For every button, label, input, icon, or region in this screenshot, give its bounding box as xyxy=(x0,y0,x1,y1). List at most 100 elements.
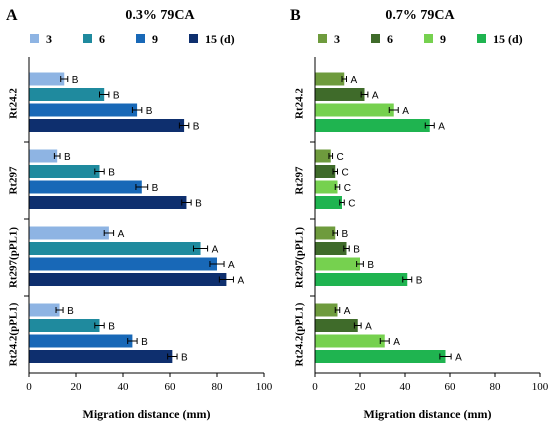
error-bar xyxy=(131,107,143,113)
x-tick-label: 0 xyxy=(26,381,32,393)
error-bar xyxy=(343,245,350,252)
x-tick-label: 0 xyxy=(312,381,318,393)
legend: 3 6 9 15 (d) xyxy=(318,32,523,46)
significance-label: C xyxy=(344,183,351,194)
significance-label: A xyxy=(372,91,379,102)
error-bar xyxy=(388,107,399,113)
bar xyxy=(29,119,185,132)
panel-letter: B xyxy=(290,7,301,24)
bar xyxy=(315,196,342,209)
legend-label: 15 (d) xyxy=(205,32,235,46)
x-tick-label: 100 xyxy=(256,381,273,393)
significance-label: A xyxy=(365,322,372,333)
category-label: Rt24.2 xyxy=(294,88,306,119)
bar xyxy=(29,334,133,348)
significance-label: B xyxy=(152,183,159,194)
error-bar xyxy=(334,307,341,313)
significance-label: B xyxy=(141,337,148,348)
significance-label: C xyxy=(348,199,355,210)
error-bar xyxy=(218,276,234,283)
category-group: Rt24.2(pPL1) A A A A xyxy=(294,295,462,366)
significance-label: A xyxy=(212,245,219,256)
significance-label: A xyxy=(393,337,400,348)
legend-label: 6 xyxy=(99,32,105,46)
category-group: Rt24.2(pPL1) B B B B xyxy=(8,295,188,366)
legend-swatch xyxy=(477,34,486,43)
significance-label: C xyxy=(337,152,344,163)
category-group: Rt24.2 B B B B xyxy=(8,72,200,133)
legend-swatch xyxy=(30,34,39,43)
significance-label: B xyxy=(113,91,120,102)
legend-swatch xyxy=(136,34,145,43)
bar xyxy=(315,149,331,163)
error-bar xyxy=(60,76,69,82)
significance-label: B xyxy=(72,75,79,86)
error-bar xyxy=(103,230,115,236)
bar xyxy=(315,303,338,317)
significance-label: A xyxy=(402,106,409,117)
legend-label: 9 xyxy=(152,32,158,46)
bar xyxy=(29,165,100,178)
bar xyxy=(29,72,65,86)
bar xyxy=(315,319,358,332)
bar xyxy=(315,88,365,101)
legend-label: 6 xyxy=(387,32,393,46)
error-bar xyxy=(379,338,390,344)
bar xyxy=(315,103,394,117)
error-bar xyxy=(94,168,105,175)
x-axis-label: Migration distance (mm) xyxy=(364,407,492,421)
x-ticks: 0 20 40 60 80 100 xyxy=(26,373,273,393)
bar xyxy=(29,180,142,194)
significance-label: B xyxy=(195,199,202,210)
significance-label: A xyxy=(237,276,244,287)
error-bar xyxy=(94,322,105,329)
x-tick-label: 20 xyxy=(355,381,367,393)
bar xyxy=(315,273,408,286)
bar xyxy=(29,273,227,286)
bar xyxy=(315,334,385,348)
panel-title: 0.7% 79CA xyxy=(385,8,455,23)
bar xyxy=(315,119,430,132)
x-tick-label: 100 xyxy=(532,381,549,393)
bar xyxy=(29,257,217,271)
legend-label: 3 xyxy=(46,32,52,46)
bar xyxy=(29,242,201,255)
bar xyxy=(29,196,187,209)
significance-label: A xyxy=(351,75,358,86)
error-bar xyxy=(356,261,364,267)
significance-label: B xyxy=(367,260,374,271)
x-tick-label: 20 xyxy=(71,381,83,393)
legend-label: 9 xyxy=(440,32,446,46)
error-bar xyxy=(339,199,345,206)
error-bar xyxy=(332,168,338,175)
significance-label: B xyxy=(67,306,74,317)
category-group: Rt24.2 A A A A xyxy=(294,72,445,133)
error-bar xyxy=(334,184,341,190)
x-tick-label: 60 xyxy=(445,381,457,393)
bar xyxy=(315,165,336,178)
x-axis-label: Migration distance (mm) xyxy=(83,407,211,421)
significance-label: B xyxy=(353,245,360,256)
significance-label: A xyxy=(438,122,445,133)
error-bar xyxy=(167,353,178,360)
bar xyxy=(29,88,105,101)
error-bar xyxy=(178,122,190,129)
category-label: Rt297 xyxy=(294,166,306,195)
significance-label: B xyxy=(193,122,200,133)
legend-swatch xyxy=(318,34,327,43)
bar xyxy=(29,319,100,332)
bar xyxy=(315,257,360,271)
x-tick-label: 60 xyxy=(165,381,177,393)
error-bar xyxy=(53,153,61,159)
panel-letter: A xyxy=(6,7,18,24)
legend-swatch xyxy=(189,34,198,43)
error-bar xyxy=(424,122,435,129)
bar xyxy=(29,303,60,317)
error-bar xyxy=(127,338,138,344)
error-bar xyxy=(360,91,369,98)
significance-label: B xyxy=(108,322,115,333)
